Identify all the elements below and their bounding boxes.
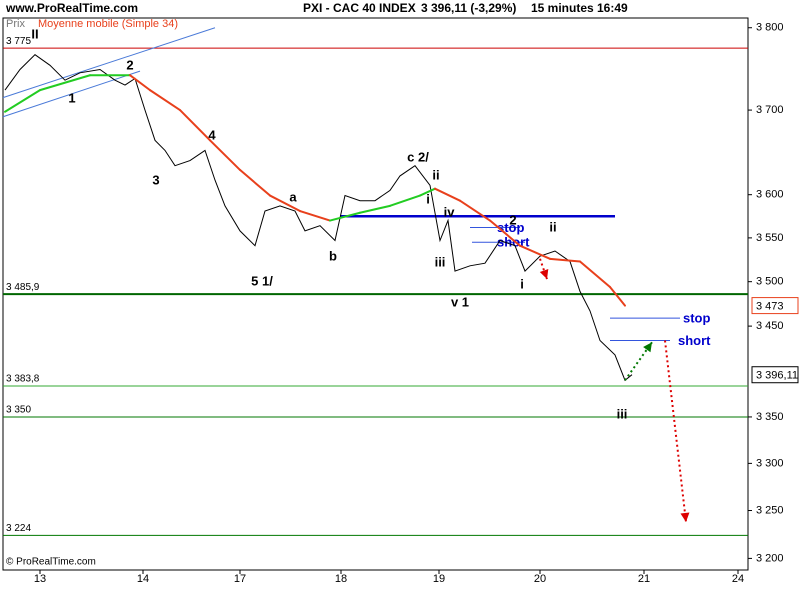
order-label: stop xyxy=(683,311,711,326)
moving-average-segment xyxy=(129,74,151,92)
moving-average-segment xyxy=(419,187,436,197)
y-tick-label: 3 200 xyxy=(756,552,784,564)
moving-average-segment xyxy=(549,257,581,263)
moving-average-segment xyxy=(489,219,521,247)
chart-title: PXI - CAC 40 INDEX xyxy=(303,1,416,15)
wave-label: II xyxy=(31,26,38,41)
order-label: short xyxy=(678,333,711,348)
wave-label: ii xyxy=(549,219,556,234)
moving-average-segment xyxy=(239,168,271,197)
y-tick-label: 3 600 xyxy=(756,189,784,201)
arrow-head xyxy=(539,269,549,280)
moving-average-segment xyxy=(299,210,331,222)
moving-average-segment xyxy=(359,204,391,214)
arrow xyxy=(664,340,687,523)
legend-entry: Prix xyxy=(6,18,25,30)
y-tick-label: 3 700 xyxy=(756,104,784,116)
x-tick-label: 20 xyxy=(534,573,546,585)
wave-label: 2 xyxy=(509,212,516,227)
wave-label: b xyxy=(329,248,337,263)
y-tick-label: 3 800 xyxy=(756,22,784,34)
trendline xyxy=(2,27,216,99)
level-label: 3 350 xyxy=(6,405,31,416)
wave-label: a xyxy=(289,189,297,204)
arrow-head xyxy=(680,512,690,522)
x-tick-label: 21 xyxy=(638,573,650,585)
level-label: 3 775 xyxy=(6,36,31,47)
moving-average-segment xyxy=(179,109,211,142)
wave-label: ii xyxy=(432,167,439,182)
level-label: 3 383,8 xyxy=(6,374,40,385)
moving-average-segment xyxy=(149,89,181,112)
time: 16:49 xyxy=(597,1,628,15)
quote: 3 396,11 (-3,29%) xyxy=(421,1,516,15)
moving-average-segment xyxy=(519,244,551,260)
wave-label: i xyxy=(426,191,430,206)
level-label: 3 485,9 xyxy=(6,282,40,293)
value-box xyxy=(751,297,799,315)
trendline xyxy=(2,70,141,118)
x-tick-label: 24 xyxy=(732,573,744,585)
interval: 15 minutes xyxy=(531,1,594,15)
moving-average-segment xyxy=(609,285,626,307)
x-tick-label: 18 xyxy=(335,573,347,585)
level-label: 3 224 xyxy=(6,523,31,534)
site: www.ProRealTime.com xyxy=(5,1,138,15)
moving-average-segment xyxy=(269,194,301,213)
wave-label: v 1 xyxy=(451,294,469,309)
y-tick-label: 3 250 xyxy=(756,504,784,516)
y-tick-label: 3 300 xyxy=(756,457,784,469)
y-tick-label: 3 500 xyxy=(756,276,784,288)
wave-label: 5 1/ xyxy=(251,273,273,288)
moving-average-segment xyxy=(329,211,361,222)
arrow xyxy=(539,258,548,280)
wave-label: c 2/ xyxy=(407,149,429,164)
wave-label: 4 xyxy=(208,127,216,142)
copyright: © ProRealTime.com xyxy=(6,557,96,568)
wave-label: iii xyxy=(435,254,446,269)
wave-label: iii xyxy=(617,406,628,421)
moving-average-segment xyxy=(389,194,421,207)
x-tick-label: 13 xyxy=(34,573,46,585)
wave-label: iv xyxy=(444,204,456,219)
x-tick-label: 14 xyxy=(137,573,149,585)
moving-average-segment xyxy=(39,74,91,92)
wave-label: i xyxy=(520,276,524,291)
moving-average-segment xyxy=(579,260,611,288)
moving-average-segment xyxy=(209,139,241,171)
x-tick-label: 17 xyxy=(234,573,246,585)
arrow-head xyxy=(643,342,652,353)
wave-label: 2 xyxy=(126,57,133,72)
value-box-label: 3 473 xyxy=(756,301,784,313)
value-box xyxy=(751,366,799,384)
x-tick-label: 19 xyxy=(433,573,445,585)
y-tick-label: 3 350 xyxy=(756,411,784,423)
y-tick-label: 3 450 xyxy=(756,320,784,332)
value-box-label: 3 396,11 xyxy=(756,370,798,382)
y-tick-label: 3 550 xyxy=(756,232,784,244)
moving-average-segment xyxy=(434,187,461,202)
legend-entry: Moyenne mobile (Simple 34) xyxy=(38,18,178,30)
wave-label: 3 xyxy=(152,172,159,187)
wave-label: 1 xyxy=(68,90,75,105)
moving-average-segment xyxy=(4,89,41,113)
moving-average-segment xyxy=(459,199,491,222)
price-line xyxy=(4,54,633,382)
